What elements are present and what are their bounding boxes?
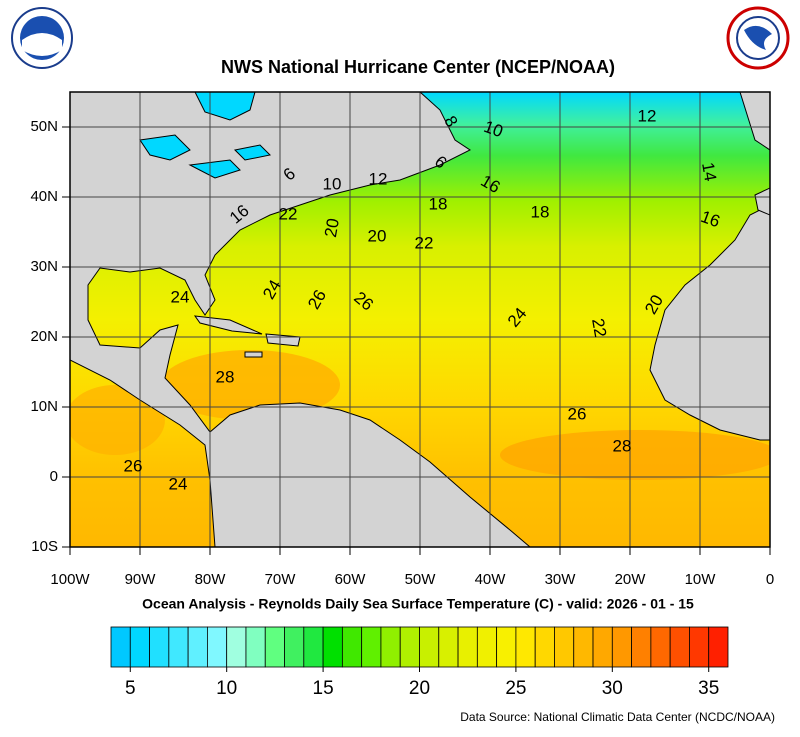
lon-label: 90W — [125, 571, 157, 588]
contour-label: 28 — [216, 367, 235, 386]
lon-label: 100W — [50, 571, 90, 588]
colorbar-segment — [322, 626, 343, 668]
lat-label: 20N — [30, 328, 58, 345]
colorbar-segment — [303, 626, 324, 668]
lat-label: 10N — [30, 398, 58, 415]
colorbar-segment — [554, 626, 575, 668]
colorbar-tick-label: 10 — [216, 678, 237, 699]
colorbar-tick-label: 25 — [505, 678, 526, 699]
colorbar-tick-label: 5 — [125, 678, 136, 699]
colorbar-segment — [226, 626, 247, 668]
colorbar-segment — [149, 626, 170, 668]
contour-label: 24 — [171, 287, 190, 306]
contour-label: 22 — [588, 317, 610, 339]
colorbar-segment — [515, 626, 536, 668]
lon-label: 30W — [545, 571, 577, 588]
colorbar-segment — [245, 626, 266, 668]
contour-label: 20 — [368, 226, 387, 245]
colorbar-tick-label: 20 — [409, 678, 430, 699]
lon-label: 70W — [265, 571, 297, 588]
lon-label: 20W — [615, 571, 647, 588]
lon-label: 50W — [405, 571, 437, 588]
colorbar-segment — [284, 626, 305, 668]
contour-label: 26 — [568, 404, 587, 423]
colorbar-segment — [669, 626, 690, 668]
great-lakes — [139, 134, 272, 179]
colorbar-segment — [573, 626, 594, 668]
colorbar-segment — [129, 626, 150, 668]
lon-label: 10W — [685, 571, 717, 588]
contour-label: 18 — [531, 202, 550, 221]
contour-label: 18 — [429, 194, 448, 213]
data-source: Data Source: National Climatic Data Cent… — [460, 710, 775, 724]
colorbar-segment — [496, 626, 517, 668]
colorbar-segment — [611, 626, 632, 668]
colorbar-segment — [264, 626, 285, 668]
colorbar-segment — [341, 626, 363, 668]
contour-label: 12 — [638, 106, 657, 125]
colorbar-tick-label: 30 — [602, 678, 623, 699]
contour-label: 14 — [698, 161, 720, 183]
contour-label: 28 — [613, 436, 632, 455]
lon-label: 0 — [766, 571, 774, 588]
contour-label: 22 — [415, 233, 434, 252]
colorbar-segment — [592, 626, 613, 668]
colorbar-tick-label: 15 — [313, 678, 334, 699]
colorbar-segment — [689, 626, 710, 668]
lat-label: 30N — [30, 258, 58, 275]
grid: 100W 90W 80W 70W 60W 50W 40W 30W 20W 10W 0 50N 40N 30… — [30, 92, 774, 588]
colorbar-segment — [631, 626, 652, 668]
colorbar-tick-label: 35 — [698, 678, 719, 699]
warm-area — [500, 430, 770, 480]
contour-label: 26 — [124, 456, 143, 475]
contour-label: 20 — [321, 217, 343, 239]
lat-label: 10S — [31, 538, 58, 555]
lat-label: 40N — [30, 188, 58, 205]
noaa-logo — [11, 7, 73, 69]
lat-label: 0 — [50, 468, 58, 485]
land-africa — [649, 204, 770, 441]
colorbar-segment — [207, 626, 228, 668]
lat-label: 50N — [30, 118, 58, 135]
colorbar-segment — [110, 626, 131, 668]
colorbar-segment — [168, 626, 189, 668]
nws-logo — [726, 6, 790, 70]
lon-label: 40W — [475, 571, 507, 588]
land-europe — [739, 92, 770, 216]
colorbar-segment — [419, 626, 440, 668]
colorbar-segment — [457, 626, 478, 668]
colorbar-segment — [650, 626, 671, 668]
contour-label: 12 — [369, 169, 388, 188]
colorbar-segment — [534, 626, 555, 668]
lon-label: 80W — [195, 571, 227, 588]
contour-label: 22 — [279, 204, 298, 223]
islands — [193, 315, 301, 358]
contour-label: 10 — [323, 174, 342, 193]
colorbar-segment — [361, 626, 382, 668]
title: NWS National Hurricane Center (NCEP/NOAA… — [221, 57, 615, 77]
colorbar-segment — [476, 626, 498, 668]
warm-area — [70, 385, 165, 455]
caption: Ocean Analysis - Reynolds Daily Sea Surf… — [142, 596, 694, 612]
colorbar-segment — [187, 626, 208, 668]
colorbar-segment — [380, 626, 401, 668]
colorbar-segment — [708, 626, 729, 668]
colorbar-segment — [438, 626, 459, 668]
colorbar-segment — [399, 626, 420, 668]
contour-label: 24 — [169, 474, 188, 493]
warm-area — [160, 350, 340, 420]
lon-label: 60W — [335, 571, 367, 588]
map-frame — [69, 91, 771, 548]
colorbar: 5 10 15 20 25 30 35 — [110, 626, 729, 699]
